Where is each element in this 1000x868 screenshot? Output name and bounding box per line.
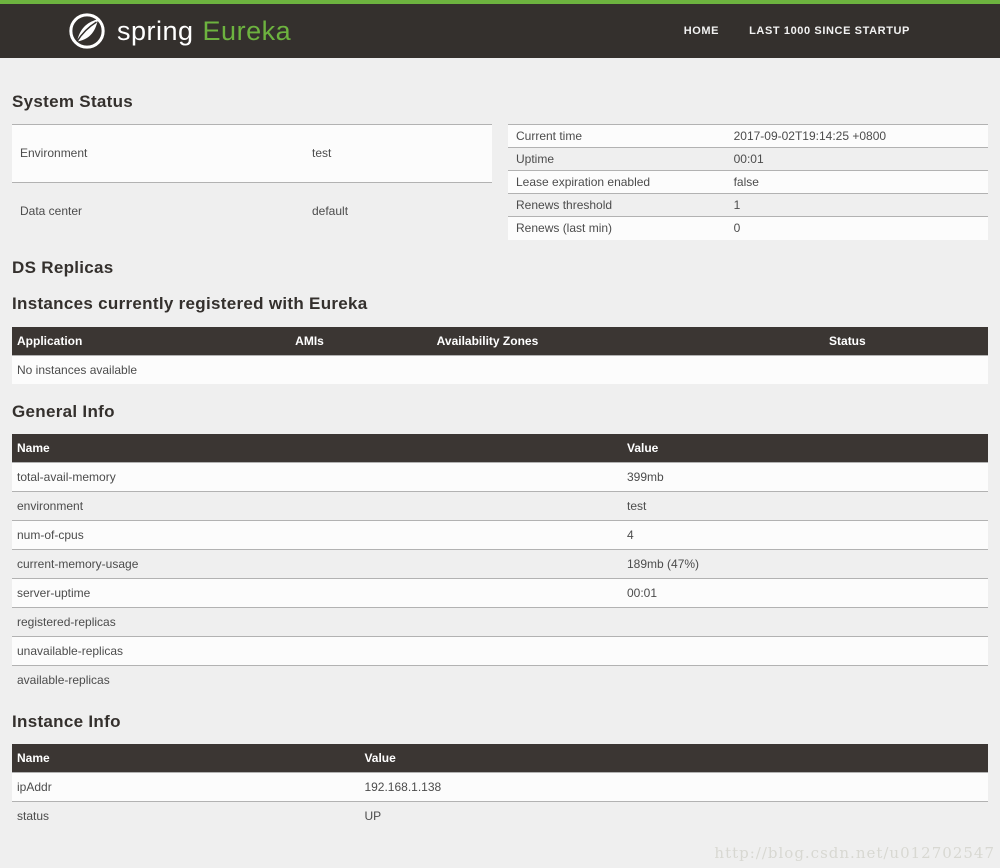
row-value: test [312, 124, 492, 182]
row-label: available-replicas [12, 664, 622, 694]
row-value: test [622, 490, 988, 520]
top-navbar: spring Eureka HOME LAST 1000 SINCE START… [0, 0, 1000, 58]
row-label: total-avail-memory [12, 461, 622, 491]
ds-replicas-title: DS Replicas [12, 257, 114, 277]
nav-home[interactable]: HOME [683, 25, 720, 37]
table-row: ipAddr 192.168.1.138 [12, 771, 988, 801]
table-row: environment test [12, 490, 988, 520]
row-value [622, 635, 988, 665]
column-header-name: Name [12, 433, 622, 462]
row-value: 4 [622, 519, 988, 549]
row-label: status [12, 800, 360, 830]
system-status-right-table: Current time 2017-09-02T19:14:25 +0800 U… [508, 124, 988, 240]
column-header-application: Application [12, 326, 291, 355]
table-row: server-uptime 00:01 [12, 577, 988, 607]
row-label: Renews threshold [508, 193, 734, 217]
instances-table: Application AMIs Availability Zones Stat… [12, 326, 988, 384]
table-row: Environment test [12, 124, 492, 182]
empty-message: No instances available [12, 354, 988, 384]
column-header-name: Name [12, 743, 360, 772]
table-row: available-replicas [12, 664, 988, 694]
brand-spring-text: spring [117, 15, 194, 46]
row-label: current-memory-usage [12, 548, 622, 578]
row-value: 00:01 [733, 147, 988, 171]
row-label: ipAddr [12, 771, 360, 801]
table-row: Lease expiration enabled false [508, 170, 988, 194]
row-label: Current time [508, 124, 734, 148]
row-value [622, 664, 988, 694]
table-header-row: Name Value [12, 743, 988, 772]
brand-link[interactable]: spring Eureka [68, 12, 291, 50]
table-row: Renews (last min) 0 [508, 216, 988, 240]
row-label: unavailable-replicas [12, 635, 622, 665]
table-row: Current time 2017-09-02T19:14:25 +0800 [508, 124, 988, 148]
instance-info-table: Name Value ipAddr 192.168.1.138 status U… [12, 743, 988, 830]
table-row: Renews threshold 1 [508, 193, 988, 217]
column-header-value: Value [359, 743, 988, 772]
watermark-text: http://blog.csdn.net/u012702547 [714, 844, 995, 862]
top-nav: HOME LAST 1000 SINCE STARTUP [684, 25, 910, 37]
column-header-amis: AMIs [290, 326, 432, 355]
row-label: environment [12, 490, 622, 520]
instance-info-title: Instance Info [12, 711, 121, 731]
row-label: registered-replicas [12, 606, 622, 636]
general-info-title: General Info [12, 401, 115, 421]
table-row: unavailable-replicas [12, 635, 988, 665]
row-value: 189mb (47%) [622, 548, 988, 578]
column-header-availability-zones: Availability Zones [431, 326, 825, 355]
column-header-value: Value [622, 433, 988, 462]
table-row: num-of-cpus 4 [12, 519, 988, 549]
brand-app-text: Eureka [202, 15, 292, 46]
instances-title: Instances currently registered with Eure… [12, 293, 368, 313]
row-value: 399mb [622, 461, 988, 491]
row-label: server-uptime [12, 577, 622, 607]
column-header-status: Status [824, 326, 988, 355]
row-value: false [733, 170, 988, 194]
row-value: 00:01 [622, 577, 988, 607]
table-row: No instances available [12, 354, 988, 384]
table-row: registered-replicas [12, 606, 988, 636]
system-status-left-table: Environment test Data center default [12, 124, 492, 240]
row-value [622, 606, 988, 636]
table-row: Data center default [12, 181, 492, 240]
table-header-row: Application AMIs Availability Zones Stat… [12, 326, 988, 355]
table-row: status UP [12, 800, 988, 830]
row-label: num-of-cpus [12, 519, 622, 549]
row-label: Renews (last min) [508, 216, 734, 240]
table-header-row: Name Value [12, 433, 988, 462]
row-value: 1 [733, 193, 988, 217]
system-status-tables: Environment test Data center default Cur… [12, 124, 988, 240]
spring-logo-icon [69, 13, 105, 49]
row-value: 192.168.1.138 [359, 771, 988, 801]
row-value: default [312, 181, 492, 240]
row-label: Environment [12, 124, 312, 182]
system-status-title: System Status [12, 92, 134, 111]
nav-last-1000-since-startup[interactable]: LAST 1000 SINCE STARTUP [749, 25, 910, 37]
row-label: Uptime [508, 147, 734, 171]
table-row: current-memory-usage 189mb (47%) [12, 548, 988, 578]
table-row: total-avail-memory 399mb [12, 461, 988, 491]
general-info-table: Name Value total-avail-memory 399mb envi… [12, 433, 988, 694]
row-value: UP [359, 800, 988, 830]
row-value: 0 [733, 216, 988, 240]
row-label: Lease expiration enabled [508, 170, 734, 194]
row-value: 2017-09-02T19:14:25 +0800 [733, 124, 988, 148]
row-label: Data center [12, 181, 312, 240]
table-row: Uptime 00:01 [508, 147, 988, 171]
